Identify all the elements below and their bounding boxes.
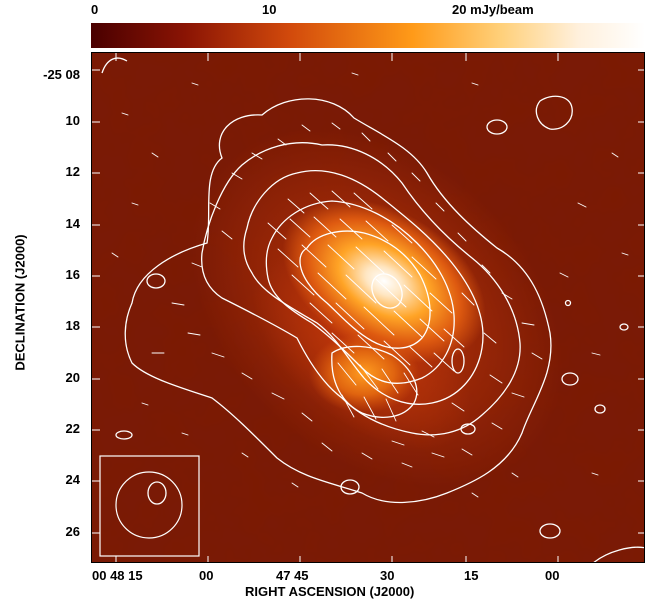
y-axis-title: DECLINATION (J2000) <box>12 234 28 371</box>
y-tick-label: 20 <box>65 370 80 385</box>
x-tick-label: 47 45 <box>276 568 309 583</box>
contour-lines <box>101 57 644 562</box>
y-tick-label: 18 <box>65 318 80 333</box>
y-tick-label: 14 <box>65 216 80 231</box>
radio-map-svg <box>92 53 644 562</box>
beam-indicator <box>99 455 200 557</box>
y-tick-label: -25 08 <box>43 67 80 82</box>
y-tick-label: 12 <box>65 164 80 179</box>
x-tick-label: 00 48 15 <box>92 568 143 583</box>
x-tick-label: 00 <box>199 568 214 583</box>
axis-tick-marks <box>92 53 644 562</box>
y-tick-label: 16 <box>65 267 80 282</box>
colorbar-label-mid: 10 <box>262 2 277 17</box>
y-tick-label: 22 <box>65 421 80 436</box>
y-tick-label: 24 <box>65 472 80 487</box>
polarization-vectors <box>111 72 629 498</box>
colorbar <box>91 23 645 48</box>
colorbar-label-max: 20 mJy/beam <box>452 2 534 17</box>
x-axis-title: RIGHT ASCENSION (J2000) <box>245 584 415 599</box>
y-tick-label: 10 <box>65 113 80 128</box>
x-tick-label: 15 <box>464 568 479 583</box>
x-tick-label: 30 <box>380 568 395 583</box>
x-tick-label: 00 <box>545 568 560 583</box>
colorbar-label-min: 0 <box>91 2 99 17</box>
radio-map-image <box>91 52 645 563</box>
y-tick-label: 26 <box>65 524 80 539</box>
